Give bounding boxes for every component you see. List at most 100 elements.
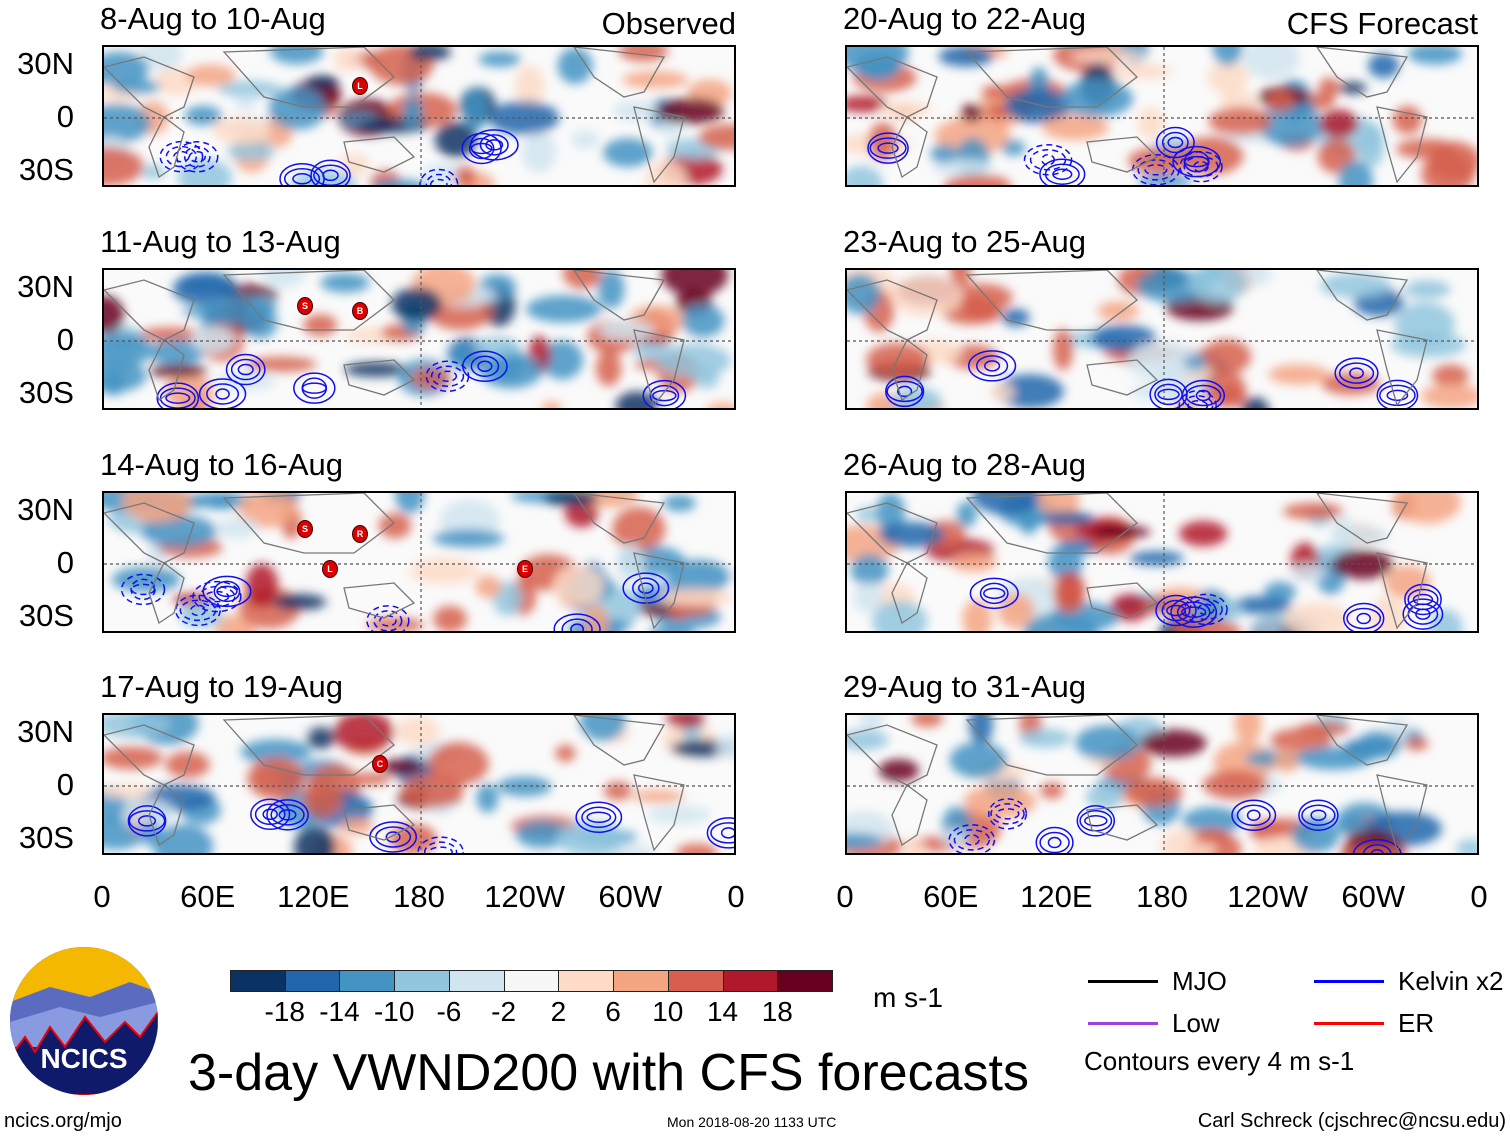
kelvin-contour [270, 804, 305, 826]
wind-anomaly-shading [997, 592, 1035, 629]
wind-anomaly-shading [113, 79, 161, 94]
kelvin-contour [1039, 831, 1070, 853]
coastline [343, 359, 416, 396]
legend-label: Low [1172, 1008, 1220, 1038]
kelvin-contour [423, 841, 458, 853]
kelvin-contour [953, 829, 991, 851]
kelvin-contour [417, 836, 464, 853]
kelvin-contour [293, 372, 336, 404]
wind-anomaly-shading [847, 95, 889, 113]
kelvin-contour [710, 822, 734, 844]
wind-anomaly-shading [579, 715, 626, 741]
kelvin-contour [165, 145, 198, 168]
kelvin-contour [213, 580, 241, 603]
kelvin-contour [967, 350, 1017, 382]
wind-anomaly-shading [663, 494, 696, 512]
wind-anomaly-shading [1367, 53, 1400, 79]
wind-anomaly-shading [715, 733, 734, 759]
wind-anomaly-shading [557, 47, 593, 84]
coastline [343, 582, 416, 619]
lon-label: 0 [727, 879, 745, 914]
kelvin-contour [642, 379, 687, 408]
legend-line-mjo [1088, 980, 1158, 983]
coastline [847, 56, 938, 118]
wind-anomaly-shading [1338, 160, 1373, 185]
wind-anomaly-shading [1019, 728, 1072, 748]
wind-anomaly-shading [1268, 364, 1330, 385]
wind-anomaly-shading [1421, 383, 1477, 408]
coastline [965, 47, 1138, 108]
wind-anomaly-shading [892, 386, 942, 408]
wind-anomaly-shading [1179, 520, 1228, 547]
panel-title: 20-Aug to 22-Aug [843, 1, 1087, 36]
storm-label: S [301, 301, 308, 311]
coastline [573, 270, 666, 321]
colorbar-swatch [613, 970, 669, 992]
kelvin-contour [385, 831, 401, 843]
coastline [965, 270, 1138, 331]
lon-label: 0 [836, 879, 854, 914]
colorbar-label: -6 [436, 996, 462, 1027]
wind-anomaly-shading [149, 363, 208, 378]
wind-anomaly-shading [1290, 563, 1326, 582]
kelvin-contour [1386, 389, 1409, 402]
coastline [847, 502, 938, 564]
wind-anomaly-shading [389, 823, 437, 853]
wind-anomaly-shading [427, 742, 489, 786]
wind-anomaly-shading [488, 100, 560, 135]
kelvin-contour [1167, 136, 1184, 149]
kelvin-contour [581, 806, 617, 829]
kelvin-contour [1149, 378, 1188, 408]
kelvin-contour [1084, 815, 1108, 827]
tropical-cyclone-marker: S [297, 520, 313, 538]
wind-anomaly-shading [666, 715, 706, 729]
coastline [633, 329, 685, 407]
panel-title: 17-Aug to 19-Aug [100, 669, 344, 704]
map-panel [845, 268, 1479, 410]
kelvin-contour [1342, 602, 1385, 631]
kelvin-contour [1346, 607, 1382, 630]
tropical-cyclone-marker: L [352, 77, 368, 95]
kelvin-contour [1035, 826, 1074, 853]
lat-label: 0 [56, 767, 74, 802]
timestamp: Mon 2018-08-20 1133 UTC [667, 1114, 837, 1130]
wind-anomaly-shading [1319, 109, 1359, 139]
colorbar-swatch [667, 970, 724, 992]
lon-label: 60W [598, 879, 663, 914]
wind-anomaly-shading [303, 314, 338, 337]
coastline [1376, 552, 1428, 630]
wind-anomaly-shading [378, 512, 412, 539]
wind-anomaly-shading [1231, 596, 1292, 615]
kelvin-contour [1161, 131, 1189, 154]
wind-anomaly-shading [1369, 596, 1407, 631]
storm-label: R [356, 529, 364, 539]
wind-anomaly-shading [1060, 79, 1134, 118]
wind-anomaly-shading [989, 383, 1015, 401]
wind-anomaly-shading [1404, 737, 1429, 751]
coastline [222, 47, 395, 108]
kelvin-contour [1137, 159, 1175, 181]
wind-anomaly-shading [632, 342, 669, 360]
lat-label: 30S [18, 375, 74, 410]
kelvin-contour [215, 388, 230, 400]
coastline [891, 339, 928, 402]
wind-anomaly-shading [215, 517, 259, 539]
wind-anomaly-shading [1359, 124, 1385, 168]
wind-anomaly-shading [555, 744, 576, 762]
wind-anomaly-shading [1052, 328, 1074, 371]
kelvin-contour [1155, 126, 1195, 159]
legend-line-low [1088, 1022, 1158, 1025]
kelvin-contour [1402, 598, 1444, 630]
kelvin-contour [1039, 158, 1086, 185]
wind-anomaly-shading [139, 47, 183, 71]
kelvin-contour [437, 370, 458, 382]
kelvin-contour [225, 353, 266, 386]
lon-label: 180 [393, 879, 445, 914]
wind-anomaly-shading [473, 336, 521, 358]
wind-anomaly-shading [847, 729, 889, 751]
wind-anomaly-shading [1183, 355, 1208, 370]
wind-anomaly-shading [693, 366, 720, 389]
kelvin-contour [1144, 164, 1168, 176]
wind-anomaly-shading [555, 820, 626, 853]
wind-anomaly-shading [1091, 525, 1151, 539]
